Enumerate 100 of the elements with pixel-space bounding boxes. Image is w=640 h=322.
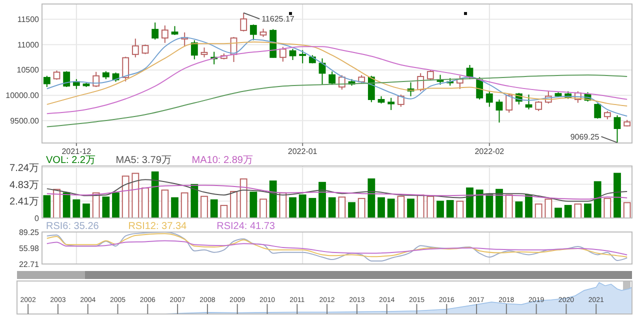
y-tick-label: 11000 xyxy=(17,40,40,50)
y-tick-label: 9500.00 xyxy=(10,116,40,126)
bar xyxy=(82,204,90,218)
bar xyxy=(416,194,424,218)
bar xyxy=(387,198,395,218)
bar xyxy=(318,182,326,218)
series-label: RSI6: 35.26 xyxy=(46,221,100,232)
candlestick xyxy=(397,94,404,108)
bar xyxy=(279,192,287,218)
bar xyxy=(338,196,346,218)
bar xyxy=(92,192,100,218)
line-series xyxy=(46,240,628,256)
bar xyxy=(220,204,228,218)
candlestick xyxy=(53,70,60,80)
bar xyxy=(574,204,582,218)
y-tick-label: 0 xyxy=(34,214,40,223)
bar xyxy=(230,190,238,218)
y-tick-label: 22.71 xyxy=(18,260,40,269)
series-label: RSI24: 41.73 xyxy=(216,221,276,232)
x-tick-label: 2021-12 xyxy=(62,147,92,156)
bar xyxy=(456,200,464,218)
candlestick xyxy=(92,71,100,88)
bar xyxy=(210,199,218,218)
bar xyxy=(62,192,70,218)
y-tick-label: 55.98 xyxy=(18,244,40,253)
bar xyxy=(132,172,140,218)
y-tick-label: 89.25 xyxy=(18,228,40,237)
candlestick xyxy=(299,50,306,64)
bar xyxy=(289,197,296,218)
series-label: RSI12: 37.34 xyxy=(128,221,188,232)
y-tick-label: 4.83万 xyxy=(10,180,39,191)
candlestick xyxy=(63,70,70,88)
candlestick xyxy=(190,40,198,60)
bar xyxy=(496,188,503,218)
bar xyxy=(250,192,258,218)
bar xyxy=(161,190,169,218)
candlestick xyxy=(289,48,296,61)
candlestick xyxy=(506,93,513,114)
bar xyxy=(368,178,376,218)
bar xyxy=(584,204,592,218)
candlestick xyxy=(328,71,336,86)
x-tick-label: 2022-01 xyxy=(288,147,318,156)
bar xyxy=(43,195,51,218)
bar xyxy=(72,199,80,218)
bar xyxy=(564,204,572,218)
bar xyxy=(486,194,494,218)
candlestick xyxy=(486,90,493,108)
bar xyxy=(614,172,621,218)
bar xyxy=(466,187,474,218)
bar xyxy=(358,198,366,218)
bar xyxy=(142,187,149,218)
candlestick xyxy=(614,114,621,144)
candlestick xyxy=(594,102,602,120)
bar xyxy=(298,194,306,218)
text: VOL: 2.2万 xyxy=(46,155,96,166)
line-series xyxy=(46,74,628,128)
bar xyxy=(200,196,208,218)
candlestick xyxy=(200,47,208,58)
bar xyxy=(446,200,454,218)
line-series xyxy=(46,184,628,200)
candlestick xyxy=(161,24,168,44)
series-label: MA5: 3.79万 xyxy=(116,155,172,166)
bar xyxy=(348,202,356,218)
bar xyxy=(260,198,267,218)
candlestick xyxy=(240,12,248,32)
candlestick xyxy=(279,46,286,62)
candlestick xyxy=(535,100,542,112)
candlestick xyxy=(43,75,50,88)
annotation: 11625.17 xyxy=(262,14,295,24)
candlestick xyxy=(525,94,532,110)
candlestick xyxy=(152,22,159,40)
bar xyxy=(53,188,60,218)
bar xyxy=(534,204,542,218)
series-label: MA10: 2.89万 xyxy=(192,155,253,166)
bar xyxy=(269,180,277,218)
bar xyxy=(112,192,120,218)
bar xyxy=(436,200,444,218)
annotation: 9069.25 xyxy=(570,132,600,142)
candlestick xyxy=(72,78,80,90)
bar xyxy=(505,194,513,218)
bar xyxy=(171,197,178,218)
candlestick xyxy=(142,44,149,55)
bar xyxy=(594,181,602,218)
bar xyxy=(623,202,631,218)
bar xyxy=(378,197,385,218)
candlestick xyxy=(250,24,257,41)
y-tick-label: 7.24万 xyxy=(10,162,39,174)
candlestick xyxy=(132,38,139,58)
bar xyxy=(407,198,414,218)
bar xyxy=(604,198,612,218)
bar xyxy=(240,178,248,218)
bar xyxy=(180,192,188,218)
bar xyxy=(525,194,532,218)
bar xyxy=(151,171,159,218)
candlestick xyxy=(388,97,395,111)
bar xyxy=(515,201,523,218)
bar xyxy=(328,197,336,218)
bar xyxy=(426,196,434,218)
bar xyxy=(308,198,316,218)
line-series xyxy=(46,179,628,202)
